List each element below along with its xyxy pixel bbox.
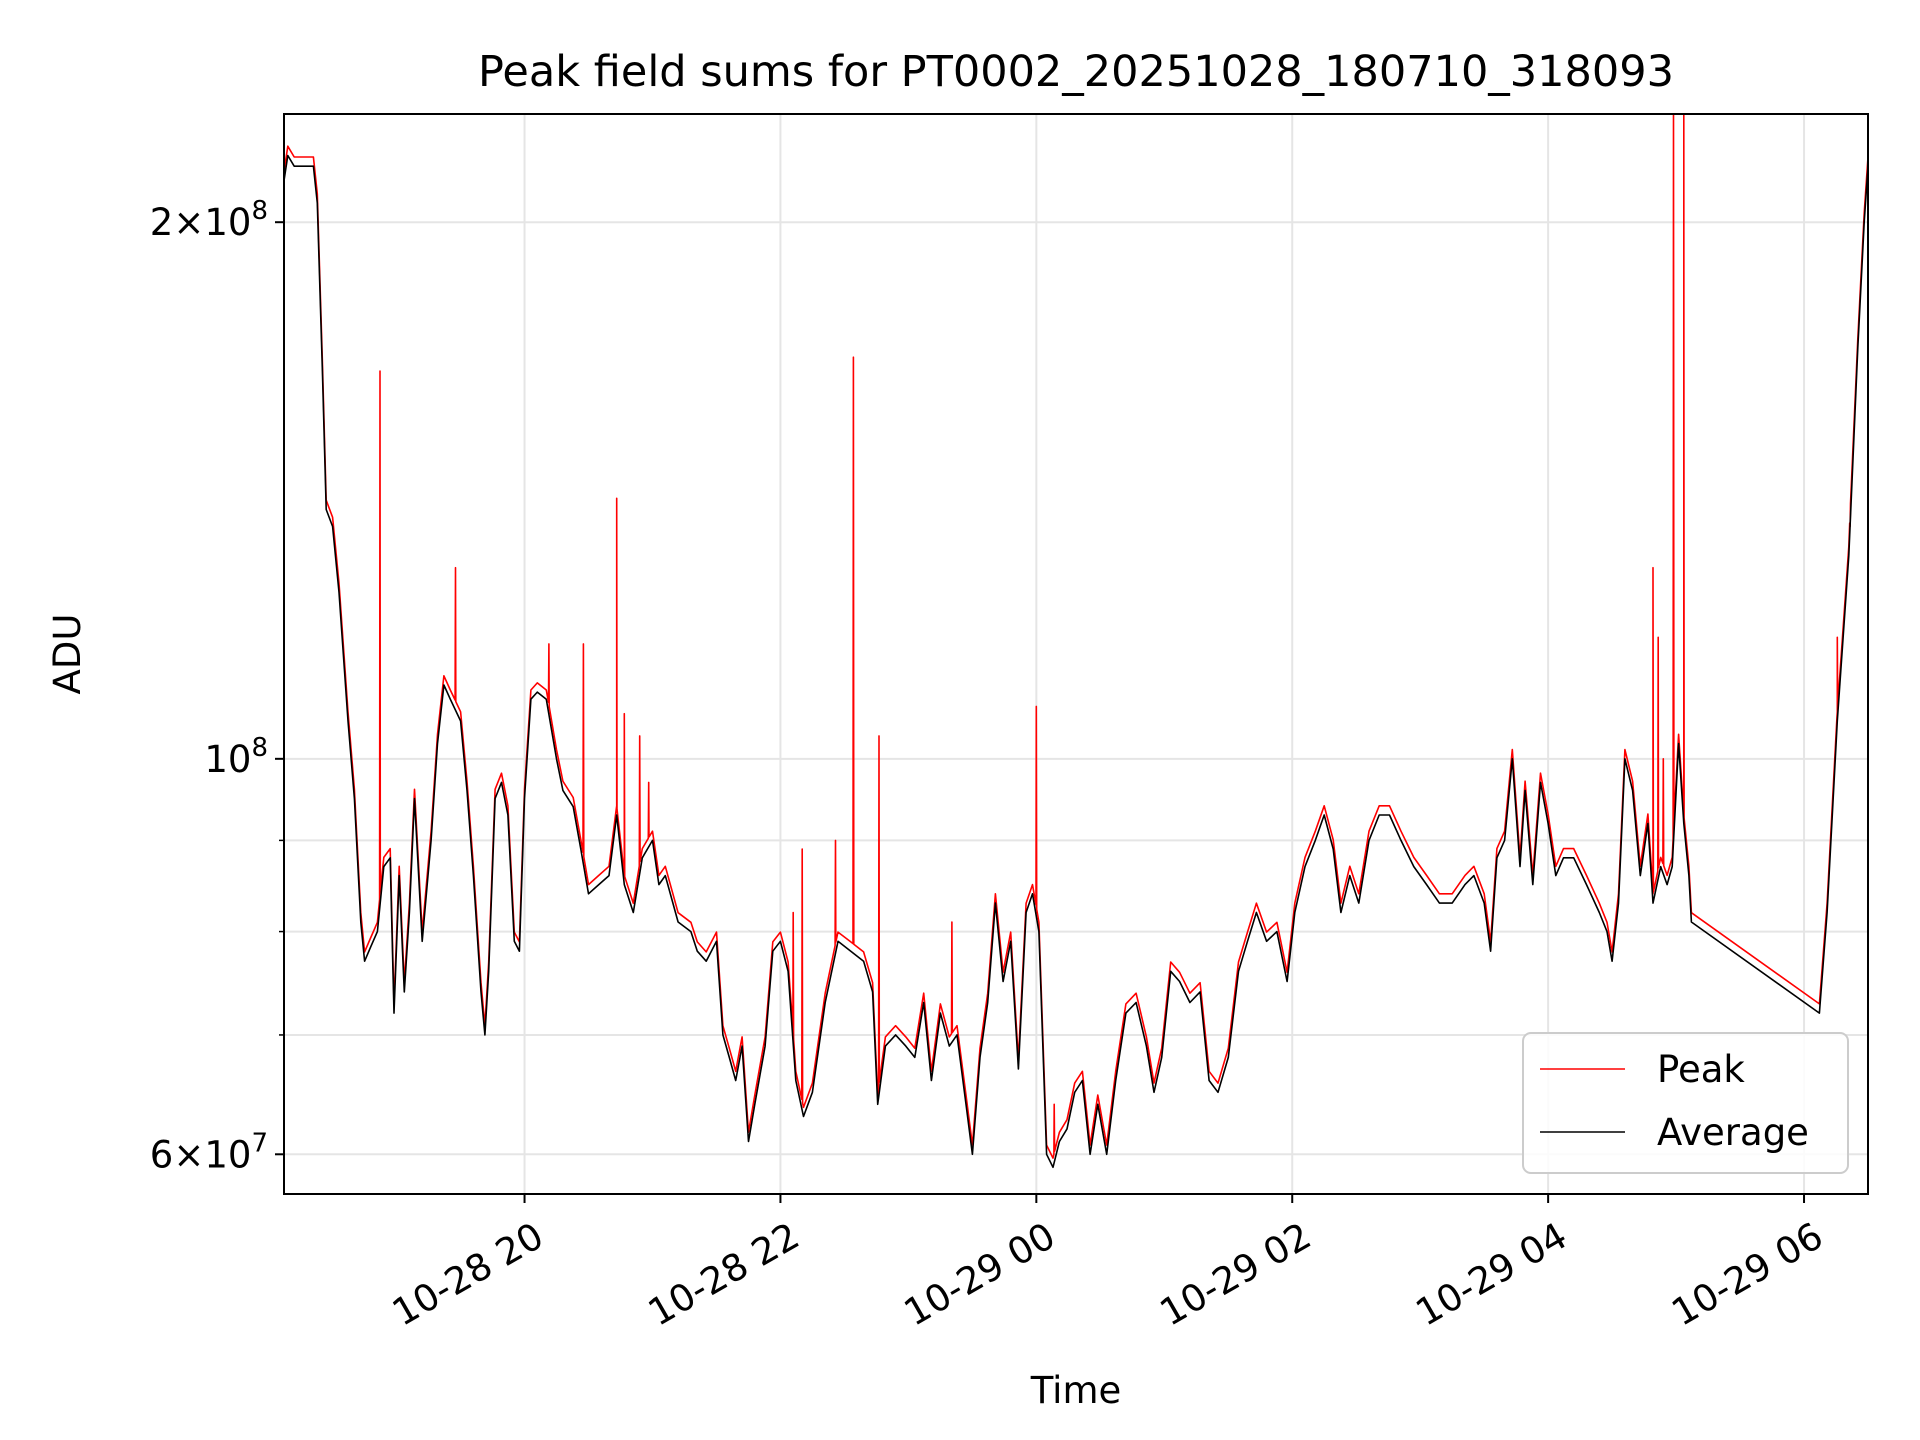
y-tick-exponent: 8 [251, 196, 268, 226]
y-tick-label: 108 [204, 733, 268, 781]
y-tick-base: 10 [204, 201, 251, 244]
y-tick-base: 10 [204, 738, 251, 781]
legend-box [1522, 1032, 1849, 1174]
y-tick-exponent: 8 [251, 733, 268, 763]
series-line-average [284, 154, 1868, 1169]
y-tick-times-sign: × [173, 1133, 204, 1176]
y-tick-base: 10 [204, 1133, 251, 1176]
y-tick-times-sign: × [173, 201, 204, 244]
plot-series [284, 114, 1868, 1169]
legend-label-peak: Peak [1657, 1048, 1745, 1091]
y-tick-label: 2×108 [150, 196, 268, 244]
y-tick-mantissa: 2 [150, 201, 174, 244]
legend: Peak Average [1522, 1032, 1849, 1174]
chart-title: Peak field sums for PT0002_20251028_1807… [478, 47, 1674, 97]
y-tick-mantissa: 6 [150, 1133, 174, 1176]
legend-label-average: Average [1657, 1111, 1809, 1154]
y-axis-label: ADU [46, 614, 89, 695]
y-tick-label: 6×107 [150, 1128, 268, 1176]
plot-area-frame [283, 113, 1869, 1195]
x-axis-label: Time [1030, 1369, 1122, 1412]
y-tick-exponent: 7 [251, 1128, 268, 1158]
